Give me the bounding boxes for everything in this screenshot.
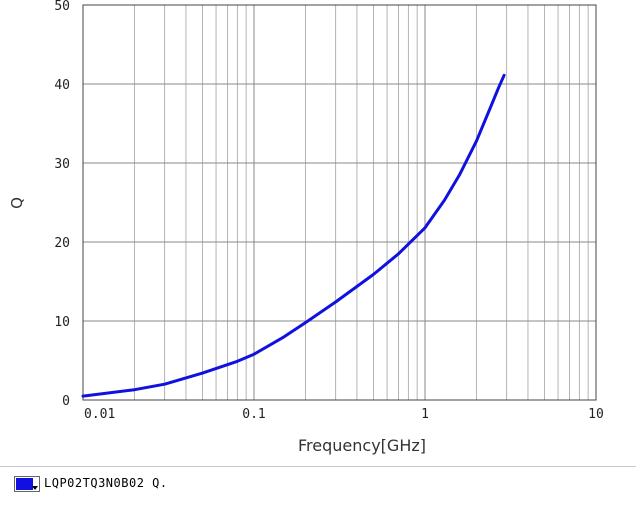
series-color-dropdown[interactable] [14,476,40,492]
grid [83,5,596,400]
y-tick-label: 40 [54,78,70,93]
tick-labels: 0 10 20 30 40 50 0.01 0.1 1 10 [54,0,603,422]
legend-label: LQP02TQ3N0B02 Q. [44,476,168,490]
series-line-q [81,73,506,398]
x-tick-label: 0.01 [84,407,115,422]
x-tick-label: 10 [588,407,604,422]
y-tick-label: 50 [54,0,70,14]
y-tick-label: 0 [62,394,70,409]
chart-svg: 0 10 20 30 40 50 0.01 0.1 1 10 Frequency[GHz] Q [8,0,604,455]
series-layer [81,73,506,398]
legend-swatch-fill [16,478,33,490]
y-tick-label: 10 [54,315,70,330]
y-tick-label: 20 [54,236,70,251]
dropdown-arrow-icon [32,486,38,490]
y-axis-label: Q [8,197,26,209]
y-tick-label: 30 [54,157,70,172]
legend-bar: LQP02TQ3N0B02 Q. [0,466,636,499]
x-tick-label: 1 [421,407,429,422]
plot-frame [82,4,597,401]
x-axis-label: Frequency[GHz] [298,436,426,455]
x-tick-label: 0.1 [242,407,265,422]
